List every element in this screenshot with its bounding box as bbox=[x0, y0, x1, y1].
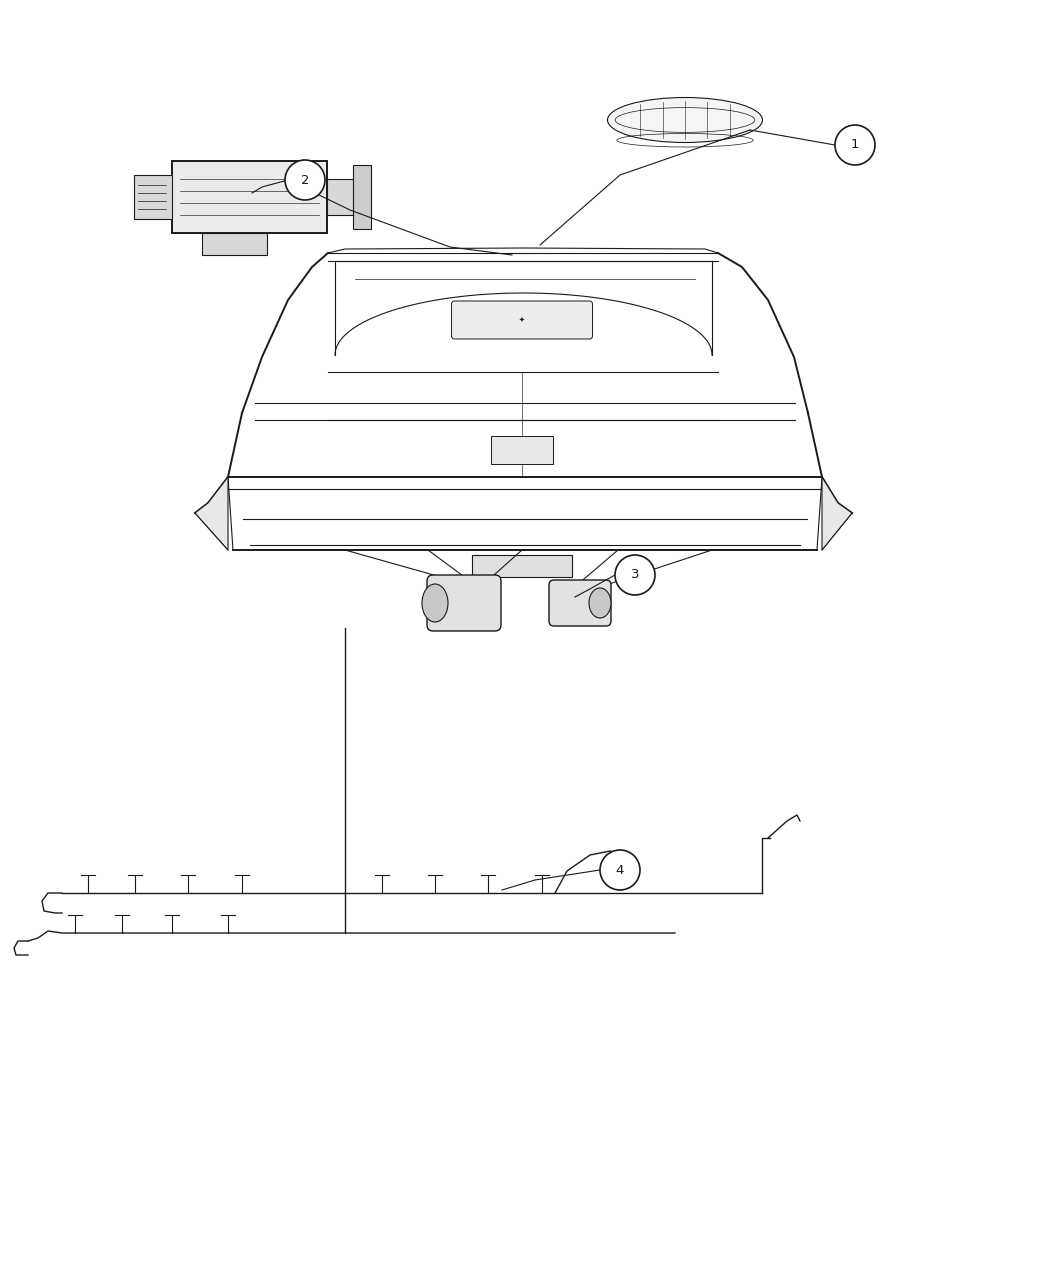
Ellipse shape bbox=[608, 97, 762, 143]
Ellipse shape bbox=[589, 588, 611, 618]
Circle shape bbox=[615, 555, 655, 595]
Circle shape bbox=[600, 850, 640, 890]
Circle shape bbox=[285, 159, 326, 200]
Polygon shape bbox=[195, 477, 228, 550]
FancyBboxPatch shape bbox=[172, 161, 327, 233]
FancyBboxPatch shape bbox=[472, 555, 572, 578]
FancyBboxPatch shape bbox=[491, 436, 553, 464]
FancyBboxPatch shape bbox=[549, 580, 611, 626]
FancyBboxPatch shape bbox=[452, 301, 592, 339]
Text: 2: 2 bbox=[300, 173, 310, 186]
FancyBboxPatch shape bbox=[202, 233, 267, 255]
Text: ✦: ✦ bbox=[519, 317, 525, 323]
FancyBboxPatch shape bbox=[353, 164, 371, 230]
Ellipse shape bbox=[422, 584, 448, 622]
FancyBboxPatch shape bbox=[327, 179, 355, 215]
Polygon shape bbox=[822, 477, 852, 550]
Text: 3: 3 bbox=[631, 569, 639, 581]
FancyBboxPatch shape bbox=[427, 575, 501, 631]
FancyBboxPatch shape bbox=[134, 175, 172, 219]
Circle shape bbox=[835, 125, 875, 164]
Text: 1: 1 bbox=[850, 139, 859, 152]
Text: 4: 4 bbox=[615, 863, 624, 876]
